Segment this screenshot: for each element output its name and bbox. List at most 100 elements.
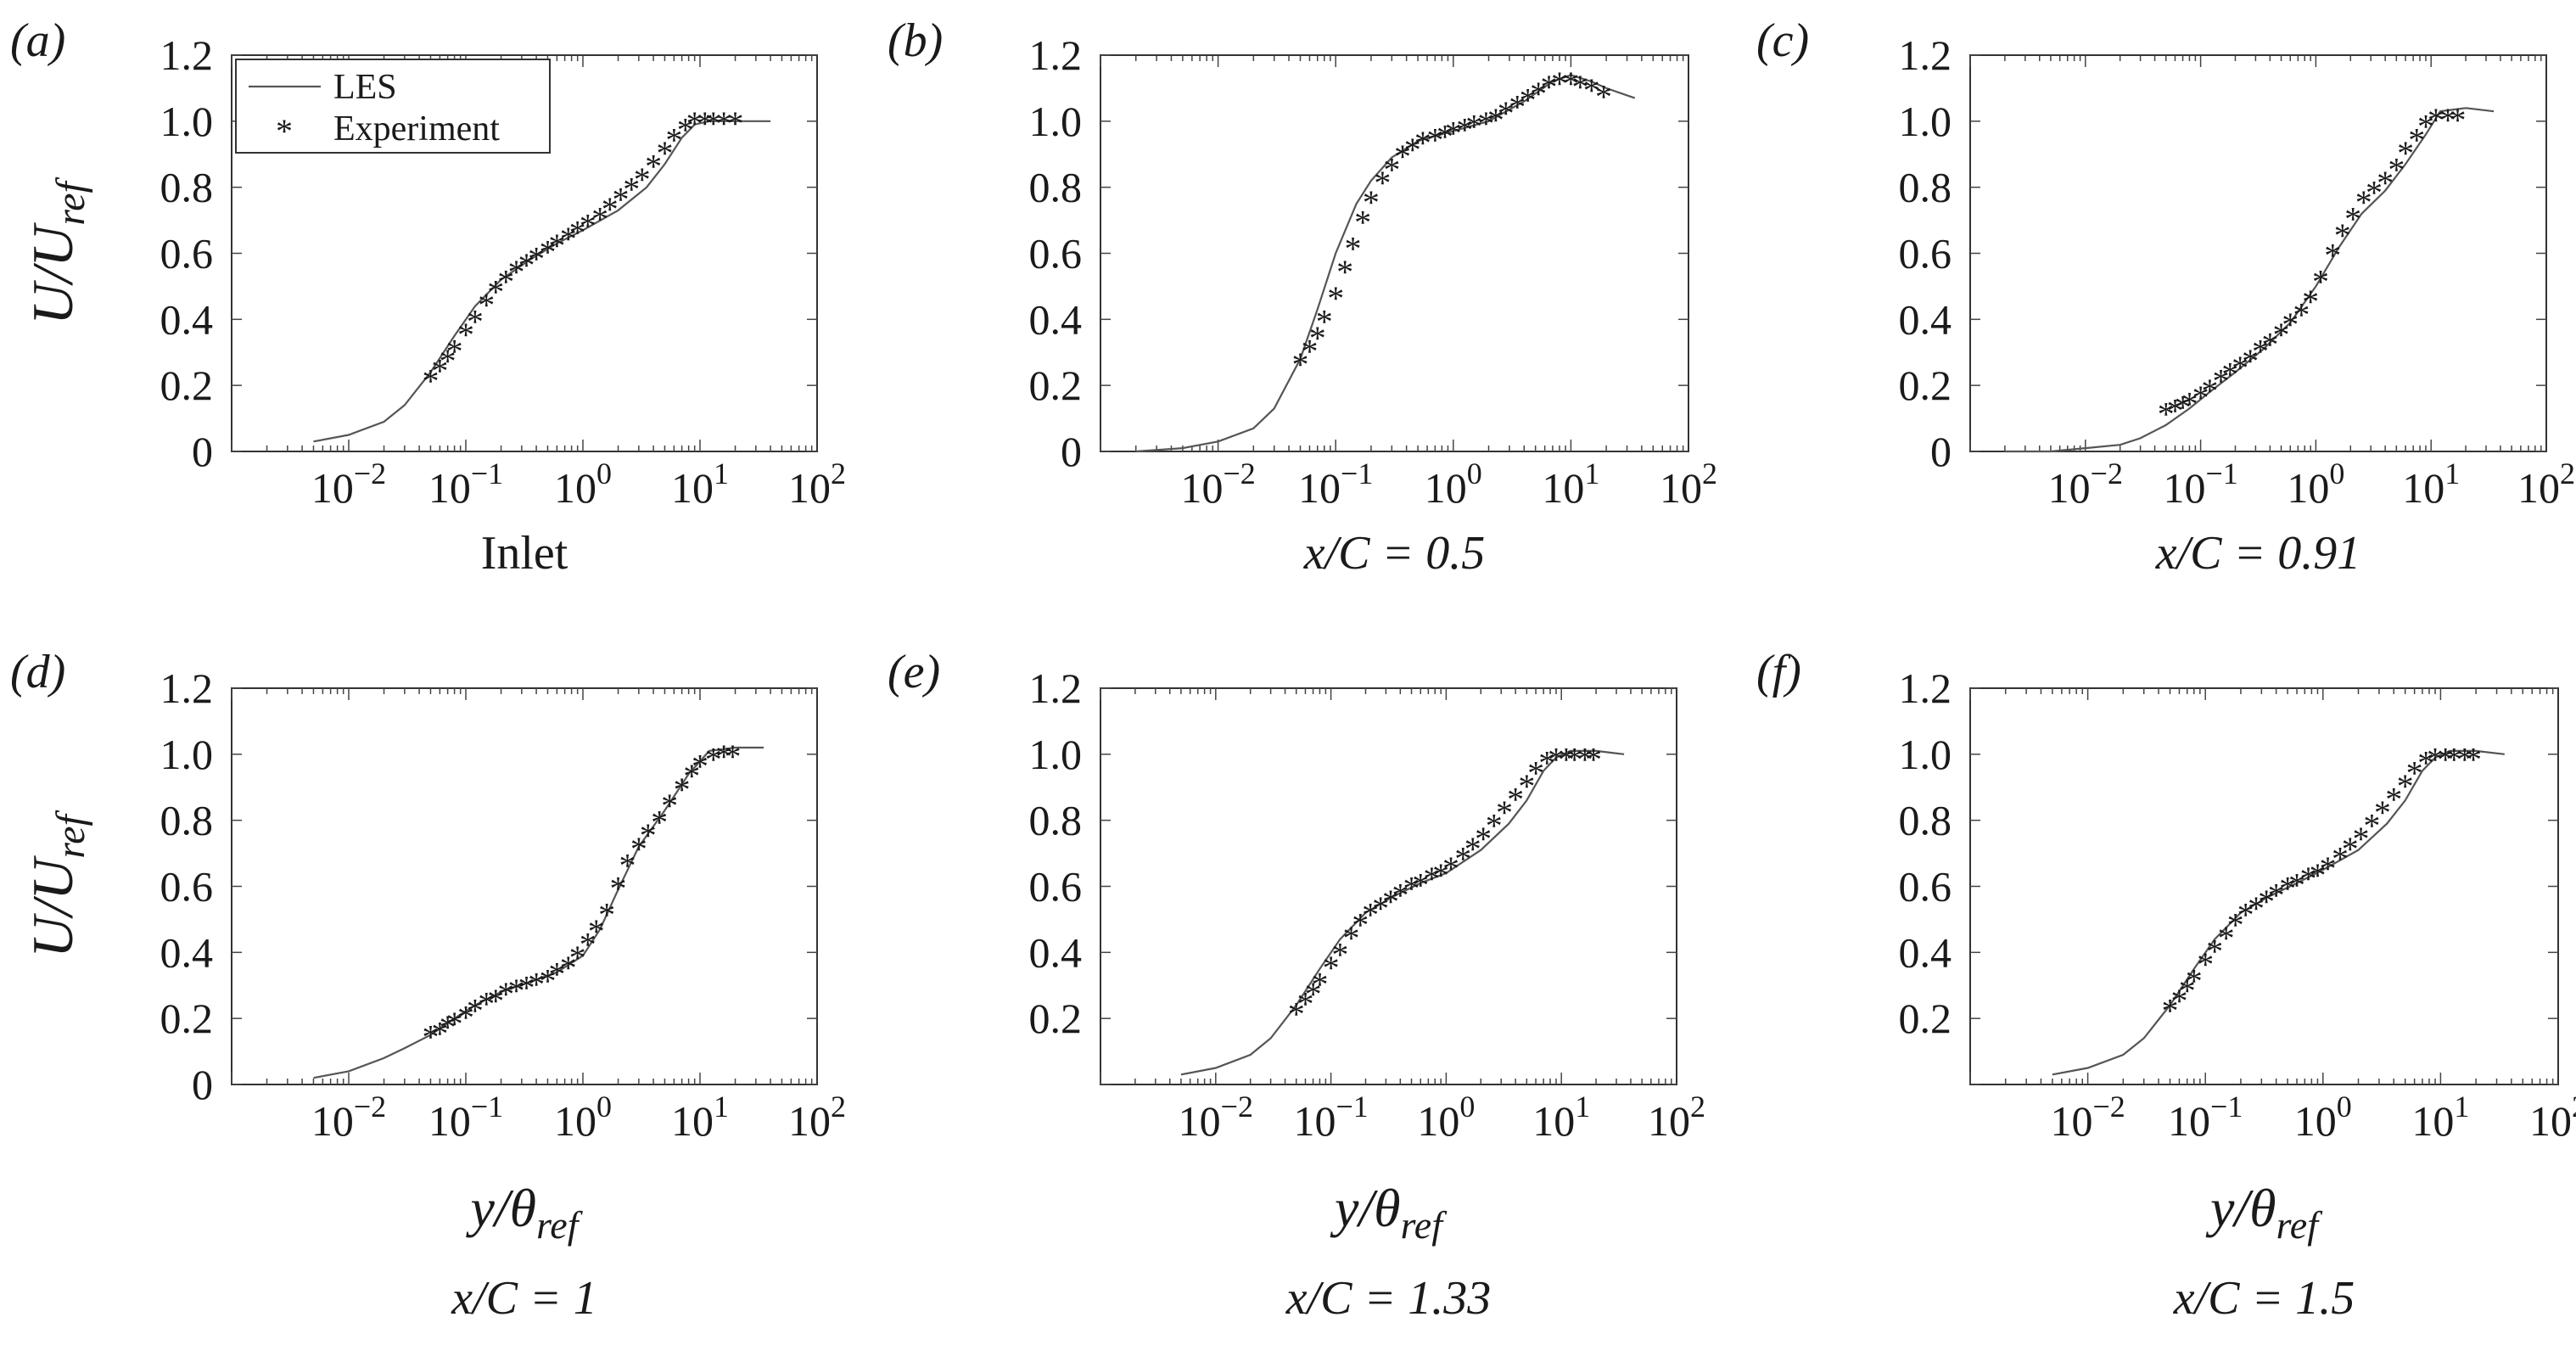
x-tick-label: 10−2: [1180, 457, 1255, 512]
experiment-point: *: [1464, 830, 1481, 868]
experiment-point: *: [619, 846, 636, 884]
experiment-point: *: [2312, 263, 2329, 301]
legend-les-label: LES: [333, 68, 397, 107]
experiment-point: *: [2334, 216, 2351, 255]
experiment-point: *: [2206, 932, 2223, 970]
experiment-point: *: [1496, 793, 1513, 832]
experiment-point: *: [1518, 767, 1535, 805]
experiment-point: *: [518, 968, 535, 1006]
experiment-point: *: [539, 233, 556, 272]
experiment-point: *: [2158, 395, 2175, 433]
x-tick-label: 101: [1532, 1090, 1590, 1145]
experiment-point: *: [2170, 982, 2187, 1020]
experiment-point: *: [598, 896, 615, 934]
y-tick-label: 0: [1930, 428, 1952, 475]
experiment-point: *: [2288, 866, 2305, 905]
experiment-point: *: [457, 316, 474, 354]
experiment-point: *: [1456, 111, 1473, 149]
experiment-point: *: [487, 272, 504, 311]
y-tick-label: 0: [1061, 428, 1082, 475]
experiment-point: *: [727, 104, 744, 143]
experiment-point: *: [1426, 120, 1443, 159]
experiment-point: *: [1331, 935, 1348, 973]
x-tick-label: 100: [1425, 457, 1482, 512]
x-tick-label: 10−2: [1179, 1090, 1253, 1145]
experiment-point: *: [457, 998, 474, 1036]
legend-box: [235, 59, 551, 154]
y-tick-label: 0: [192, 428, 213, 475]
experiment-point: *: [1372, 889, 1389, 927]
x-tick-label: 101: [2402, 457, 2460, 512]
experiment-point: *: [1465, 108, 1482, 146]
experiment-point: *: [705, 104, 722, 143]
panel-label: (a): [10, 14, 65, 67]
panel-label: (f): [1756, 646, 1801, 698]
experiment-point: *: [560, 949, 577, 987]
experiment-point: *: [467, 302, 484, 340]
y-tick-label: 1.2: [1029, 664, 1083, 712]
experiment-point: *: [1576, 741, 1593, 779]
panel-f: 10−210−11001011020.20.40.60.81.01.2*****…: [1756, 646, 2576, 1325]
experiment-point: *: [2406, 754, 2423, 792]
experiment-point: *: [2268, 876, 2285, 914]
experiment-point: *: [497, 975, 514, 1013]
experiment-point: *: [1527, 754, 1544, 792]
experiment-point: *: [591, 200, 608, 238]
les-line: [1135, 74, 1636, 453]
experiment-point: *: [2465, 741, 2482, 779]
experiment-point: *: [2282, 305, 2299, 344]
experiment-point: *: [674, 771, 691, 809]
experiment-point: *: [677, 111, 694, 149]
y-axis-label: U/Uref: [20, 810, 93, 958]
experiment-point: *: [2201, 372, 2218, 410]
x-tick-label: 100: [554, 1090, 612, 1145]
experiment-point: *: [692, 748, 708, 786]
legend-experiment-label: Experiment: [333, 109, 500, 149]
x-tick-label: 100: [2287, 457, 2344, 512]
experiment-point: *: [683, 757, 700, 795]
experiment-point: *: [580, 926, 596, 964]
les-line: [2004, 107, 2495, 453]
x-tick-label: 10−2: [2048, 457, 2123, 512]
experiment-point: *: [1288, 995, 1305, 1033]
experiment-point: *: [2408, 120, 2425, 159]
experiment-point: *: [623, 171, 640, 209]
experiment-point: *: [1309, 319, 1326, 357]
experiment-point: *: [2293, 296, 2310, 334]
experiment-point: *: [422, 361, 439, 400]
experiment-point: *: [2309, 856, 2326, 894]
experiment-point: *: [1291, 345, 1308, 384]
experiment-point: *: [2437, 741, 2454, 779]
experiment-point: *: [1323, 949, 1340, 987]
experiment-point: *: [1538, 744, 1555, 782]
panel-caption: x/C = 1: [451, 1272, 597, 1325]
experiment-point: *: [2248, 889, 2265, 927]
experiment-point: *: [1363, 183, 1380, 221]
x-tick-label: 10−1: [428, 457, 503, 512]
experiment-point: *: [2342, 830, 2359, 868]
experiment-point: *: [1311, 965, 1328, 1003]
experiment-point: *: [1487, 101, 1504, 139]
x-tick-label: 102: [788, 457, 846, 512]
experiment-point: *: [467, 991, 484, 1029]
experiment-point: *: [508, 972, 525, 1010]
panel-a: 10−2 10−1 100 101 10200.20.40.60.81.01.2****…: [10, 14, 846, 580]
experiment-point: *: [1336, 253, 1353, 291]
legend: LES * Experiment: [235, 59, 551, 154]
y-tick-label: 0.8: [1029, 164, 1083, 211]
experiment-point: *: [2181, 385, 2198, 423]
experiment-point: *: [2213, 361, 2230, 400]
experiment-point: *: [1540, 68, 1557, 106]
x-tick-label: 10−1: [2168, 1090, 2243, 1145]
experiment-point: *: [2218, 919, 2235, 957]
experiment-point: *: [2302, 283, 2319, 321]
y-tick-label: 0.2: [160, 995, 214, 1042]
y-tick-label: 1.0: [1899, 731, 1952, 778]
experiment-point: *: [640, 816, 657, 855]
experiment-point: *: [1558, 741, 1575, 779]
y-tick-label: 1.0: [1029, 731, 1083, 778]
experiment-point: *: [2397, 767, 2414, 805]
experiment-point: *: [1316, 302, 1333, 340]
y-tick-label: 0.4: [160, 295, 214, 343]
experiment-point: *: [645, 147, 662, 185]
